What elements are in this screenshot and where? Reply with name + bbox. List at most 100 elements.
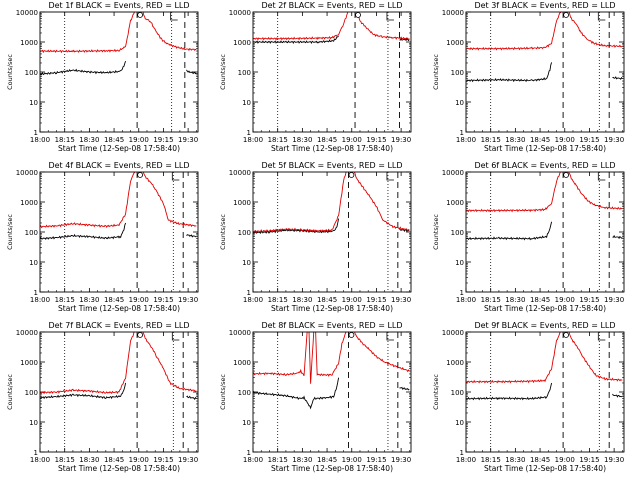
peak-marker [348,332,355,338]
detector-panel-1: Det 1f BLACK = Events, RED = LLD 1 10 100 10… [6,1,199,153]
x-tick-label: 19:30 [178,456,198,464]
y-tick-label: 10 [242,99,251,107]
x-tick-label: 18:45 [530,136,550,144]
y-tick-label: 10000 [229,169,251,177]
peak-marker [355,12,361,18]
detector-panel-6: Det 6f BLACK = Events, RED = LLD 1 10 100 10… [432,161,625,313]
x-axis-label: Start Time (12-Sep-08 17:58:40) [484,304,606,313]
plot-area [466,172,623,292]
interval-marker [597,332,606,341]
x-tick-label: 18:45 [104,136,124,144]
y-axis-label: Counts/sec [6,374,14,410]
y-tick-label: 1 [460,129,464,137]
x-tick-label: 18:00 [30,296,50,304]
x-tick-label: 19:30 [391,456,411,464]
x-tick-label: 18:00 [243,136,263,144]
x-tick-label: 18:15 [268,296,288,304]
plot-area [40,172,197,292]
panel-title: Det 1f BLACK = Events, RED = LLD [48,1,189,10]
y-tick-label: 10 [29,99,38,107]
x-tick-label: 18:45 [104,456,124,464]
x-tick-label: 18:15 [55,136,75,144]
plot-area [40,332,197,452]
x-tick-label: 19:15 [366,456,386,464]
peak-marker [137,172,144,178]
panel-title: Det 6f BLACK = Events, RED = LLD [474,161,615,170]
plot-frame [252,171,412,293]
y-tick-label: 1 [247,289,251,297]
y-tick-label: 10000 [229,329,251,337]
x-tick-label: 19:30 [391,136,411,144]
x-tick-label: 18:45 [317,136,337,144]
plot-frame [465,171,625,293]
y-tick-label: 1 [34,129,38,137]
panel-title: Det 2f BLACK = Events, RED = LLD [261,1,402,10]
events-series-line [466,221,553,241]
panel-title: Det 8f BLACK = Events, RED = LLD [261,321,402,330]
y-tick-label: 10 [242,259,251,267]
y-tick-label: 100 [238,229,251,237]
lld-series-line [466,172,623,213]
y-tick-label: 1000 [20,39,38,47]
x-tick-label: 19:15 [579,136,599,144]
peak-marker [563,172,570,178]
x-tick-label: 19:00 [555,456,575,464]
y-tick-label: 1000 [233,199,251,207]
detector-panel-5: Det 5f BLACK = Events, RED = LLD 1 10 100 10… [219,161,412,313]
y-tick-label: 10000 [16,9,38,17]
interval-marker [597,12,606,21]
events-series-line [612,76,623,80]
plot-area [253,332,410,452]
x-axis-label: Start Time (12-Sep-08 17:58:40) [484,144,606,153]
x-tick-label: 18:45 [317,296,337,304]
x-tick-label: 18:00 [30,456,50,464]
x-axis-label: Start Time (12-Sep-08 17:58:40) [58,304,180,313]
x-tick-label: 18:30 [292,296,312,304]
lld-series-line [253,12,410,41]
x-tick-label: 19:15 [153,456,173,464]
x-axis-label: Start Time (12-Sep-08 17:58:40) [271,464,393,473]
plot-frame [39,11,199,133]
events-series-line [253,35,339,45]
lld-series-line [40,332,197,395]
x-tick-label: 18:15 [268,456,288,464]
detector-panel-4: Det 4f BLACK = Events, RED = LLD 1 10 100 10… [6,161,199,313]
x-tick-label: 18:00 [456,136,476,144]
x-tick-label: 18:00 [456,456,476,464]
x-axis-label: Start Time (12-Sep-08 17:58:40) [58,464,180,473]
y-tick-label: 100 [451,69,464,77]
y-tick-label: 1000 [446,199,464,207]
peak-marker [563,12,570,18]
x-tick-label: 18:45 [317,456,337,464]
lld-series-line [253,172,410,234]
interval-marker [171,172,180,181]
x-tick-label: 19:15 [153,296,173,304]
panel-title: Det 5f BLACK = Events, RED = LLD [261,161,402,170]
y-tick-label: 1 [460,449,464,457]
events-series-line [399,386,410,391]
y-tick-label: 10000 [442,9,464,17]
y-tick-label: 10 [455,419,464,427]
y-tick-label: 100 [238,69,251,77]
plot-frame [465,11,625,133]
events-series-line [40,222,127,240]
detector-panel-2: Det 2f BLACK = Events, RED = LLD 1 10 100 10… [219,1,412,153]
interval-marker [386,12,394,21]
y-tick-label: 100 [451,229,464,237]
x-tick-label: 18:45 [104,296,124,304]
y-tick-label: 1000 [233,39,251,47]
interval-marker [170,12,178,21]
x-tick-label: 19:30 [391,296,411,304]
panel-title: Det 9f BLACK = Events, RED = LLD [474,321,615,330]
peak-marker [137,12,144,18]
y-tick-label: 1000 [233,359,251,367]
events-series-line [40,382,127,400]
plot-frame [252,11,412,133]
lld-series-line [40,12,197,54]
x-axis-label: Start Time (12-Sep-08 17:58:40) [271,304,393,313]
x-tick-label: 19:00 [342,296,362,304]
lld-series-line [466,332,623,384]
x-tick-label: 18:00 [243,456,263,464]
x-tick-label: 18:30 [79,296,99,304]
